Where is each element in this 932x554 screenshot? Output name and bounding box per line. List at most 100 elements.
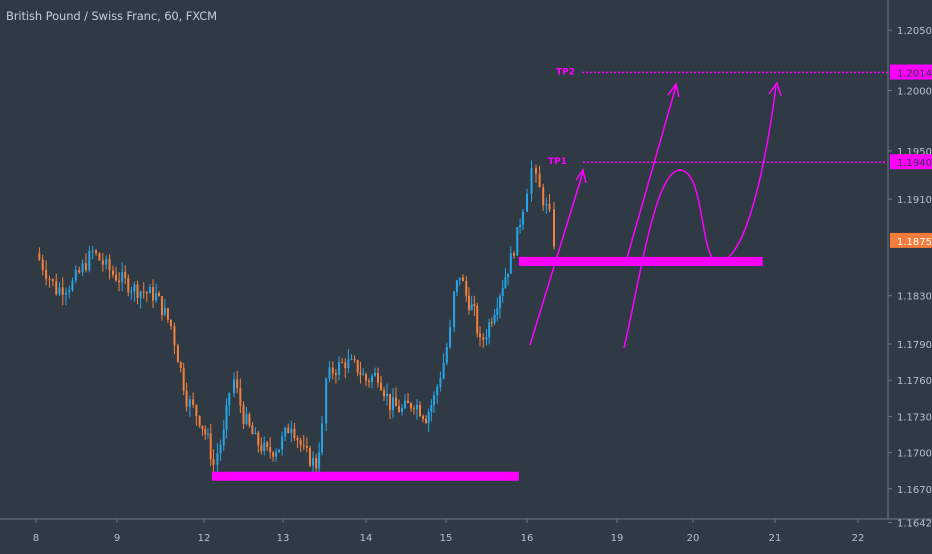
arrow-to-tp2-straight	[624, 85, 677, 266]
candle-body	[257, 432, 260, 446]
candle-body	[519, 224, 522, 227]
x-tick-label: 9	[114, 533, 120, 544]
candle-body	[321, 423, 324, 453]
candle-body	[386, 393, 388, 397]
candle-body	[302, 445, 305, 447]
candle-body	[425, 418, 427, 423]
x-tick-label: 15	[440, 533, 453, 544]
candle-body	[219, 444, 222, 454]
candle-body	[225, 405, 228, 430]
x-tick-label: 22	[852, 533, 865, 544]
candle-body	[442, 362, 445, 379]
candle-body	[293, 428, 296, 438]
candle-body	[287, 427, 290, 434]
candles	[38, 160, 555, 477]
tp2-label: TP2	[556, 68, 575, 78]
candle-body	[476, 305, 479, 334]
candle-body	[458, 277, 461, 281]
candle-body	[101, 260, 104, 265]
candle-body	[395, 397, 397, 407]
candle-body	[482, 337, 485, 340]
chart-title: British Pound / Swiss Franc, 60, FXCM	[6, 9, 217, 23]
candle-body	[176, 345, 179, 363]
candle-body	[334, 373, 337, 375]
candle-body	[513, 253, 516, 256]
candle-body	[436, 386, 439, 396]
candle-body	[359, 372, 362, 375]
candle-body	[331, 367, 334, 374]
candle-body	[353, 358, 356, 361]
candle-body	[356, 360, 359, 373]
candle-body	[516, 226, 519, 256]
current-price-box	[890, 232, 932, 248]
tp1-label: TP1	[548, 157, 567, 167]
candle-body	[380, 382, 382, 391]
candle-body	[371, 376, 373, 382]
candle-body	[88, 250, 91, 270]
candle-body	[78, 270, 81, 273]
candle-body	[535, 167, 537, 174]
candle-body	[389, 393, 391, 410]
candle-body	[61, 287, 64, 295]
candle-body	[449, 327, 452, 348]
candle-body	[158, 293, 161, 297]
candle-body	[148, 286, 151, 294]
candle-body	[493, 314, 496, 323]
x-tick-label: 21	[769, 533, 782, 544]
candle-body	[145, 292, 148, 294]
candle-body	[228, 393, 231, 406]
candle-body	[185, 390, 188, 407]
candle-body	[485, 337, 488, 340]
candle-body	[130, 291, 133, 293]
candle-body	[41, 259, 44, 270]
candle-body	[530, 167, 533, 194]
support-zone	[211, 471, 519, 481]
y-tick-label: 1.20500	[897, 26, 932, 37]
price-label-text: 1.20149	[897, 69, 932, 80]
candle-body	[470, 304, 473, 310]
candle-body	[71, 280, 74, 291]
candle-body	[548, 203, 551, 210]
candle-body	[488, 322, 491, 338]
candle-body	[365, 374, 367, 381]
candle-body	[64, 292, 67, 295]
candle-body	[45, 269, 48, 279]
y-tick-label: 1.19500	[897, 147, 932, 158]
candle-body	[430, 405, 433, 412]
candle-body	[169, 319, 172, 327]
candle-body	[553, 209, 555, 247]
candle-body	[216, 453, 219, 465]
y-tick-label: 1.20000	[897, 87, 932, 98]
candle-body	[338, 362, 341, 375]
candle-body	[507, 273, 510, 278]
candle-body	[521, 211, 524, 225]
price-label-box	[890, 154, 932, 170]
candle-body	[68, 290, 71, 293]
arrowhead-tp2-straight	[667, 82, 680, 98]
candle-body	[95, 250, 98, 254]
candle-body	[410, 403, 412, 409]
candle-body	[496, 308, 499, 315]
candle-body	[299, 440, 302, 446]
candle-body	[545, 203, 548, 206]
x-tick-label: 13	[277, 533, 290, 544]
candle-body	[38, 253, 41, 260]
candle-body	[422, 416, 424, 419]
candle-body	[296, 437, 299, 441]
candle-body	[439, 378, 442, 387]
candle-body	[341, 362, 344, 364]
candle-body	[206, 433, 209, 435]
candle-body	[179, 362, 182, 369]
candle-body	[163, 308, 166, 315]
y-tick-label: 1.18300	[897, 292, 932, 303]
candle-body	[416, 404, 418, 410]
candle-body	[139, 291, 142, 298]
candle-body	[455, 280, 458, 292]
candle-body	[266, 442, 269, 448]
candle-body	[127, 278, 130, 293]
candle-body	[260, 445, 263, 452]
candle-body	[269, 447, 272, 453]
candle-body	[115, 274, 118, 281]
